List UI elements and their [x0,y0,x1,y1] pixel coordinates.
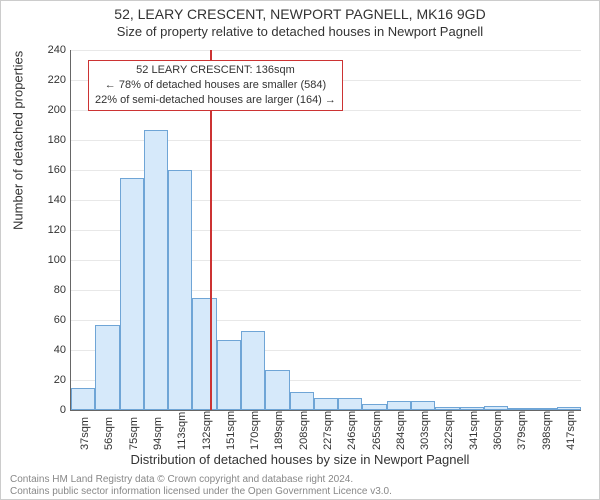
histogram-bar [241,331,265,411]
chart-subtitle: Size of property relative to detached ho… [0,24,600,39]
x-tick-label: 113sqm [176,412,188,450]
histogram-bar [95,325,119,411]
callout-line-2: ← 78% of detached houses are smaller (58… [95,78,336,93]
y-tick-label: 220 [40,74,66,86]
y-tick-label: 240 [40,44,66,56]
y-tick-label: 60 [40,314,66,326]
histogram-bar [435,407,459,410]
footer-text: Contains HM Land Registry data © Crown c… [10,474,392,498]
histogram-bar [532,408,556,410]
y-tick-label: 140 [40,194,66,206]
y-tick-label: 120 [40,224,66,236]
y-tick-label: 100 [40,254,66,266]
histogram-bar [484,406,508,411]
chart-container: 52, LEARY CRESCENT, NEWPORT PAGNELL, MK1… [0,0,600,500]
x-tick-label: 265sqm [371,411,383,450]
gridline [71,50,581,51]
chart-title: 52, LEARY CRESCENT, NEWPORT PAGNELL, MK1… [0,6,600,22]
x-tick-label: 303sqm [419,411,431,450]
histogram-bar [460,407,484,410]
y-tick-label: 180 [40,134,66,146]
x-tick-label: 37sqm [79,417,91,450]
histogram-bar [192,298,216,411]
y-tick-label: 20 [40,374,66,386]
y-tick-label: 80 [40,284,66,296]
histogram-bar [314,398,338,410]
histogram-bar [168,170,192,410]
x-tick-label: 170sqm [249,411,261,450]
x-tick-label: 132sqm [201,411,213,450]
histogram-bar [557,407,581,410]
x-tick-label: 322sqm [443,411,455,450]
x-tick-label: 379sqm [516,411,528,450]
histogram-bar [508,408,532,410]
histogram-bar [144,130,168,411]
x-tick-label: 75sqm [128,417,140,450]
histogram-bar [217,340,241,411]
x-tick-label: 360sqm [492,411,504,450]
histogram-bar [120,178,144,411]
x-tick-label: 189sqm [273,411,285,450]
histogram-bar [71,388,95,411]
x-tick-label: 94sqm [152,417,164,450]
histogram-bar [411,401,435,410]
histogram-bar [362,404,386,410]
callout-line-1: 52 LEARY CRESCENT: 136sqm [95,63,336,78]
y-axis-label: Number of detached properties [11,51,26,230]
x-tick-label: 341sqm [468,411,480,450]
x-tick-label: 284sqm [395,411,407,450]
y-tick-label: 0 [40,404,66,416]
footer-line-2: Contains public sector information licen… [10,486,392,497]
marker-callout: 52 LEARY CRESCENT: 136sqm ← 78% of detac… [88,60,343,111]
histogram-bar [290,392,314,410]
y-tick-label: 200 [40,104,66,116]
x-axis-title: Distribution of detached houses by size … [0,452,600,467]
histogram-bar [265,370,289,411]
x-tick-label: 208sqm [298,411,310,450]
y-tick-label: 160 [40,164,66,176]
x-tick-label: 56sqm [103,417,115,450]
y-tick-label: 40 [40,344,66,356]
histogram-bar [338,398,362,410]
x-tick-label: 151sqm [225,411,237,450]
footer-line-1: Contains HM Land Registry data © Crown c… [10,474,353,485]
x-tick-label: 417sqm [565,411,577,450]
x-tick-label: 246sqm [346,411,358,450]
callout-line-3: 22% of semi-detached houses are larger (… [95,93,336,108]
x-tick-label: 398sqm [541,411,553,450]
histogram-bar [387,401,411,410]
x-tick-label: 227sqm [322,411,334,450]
